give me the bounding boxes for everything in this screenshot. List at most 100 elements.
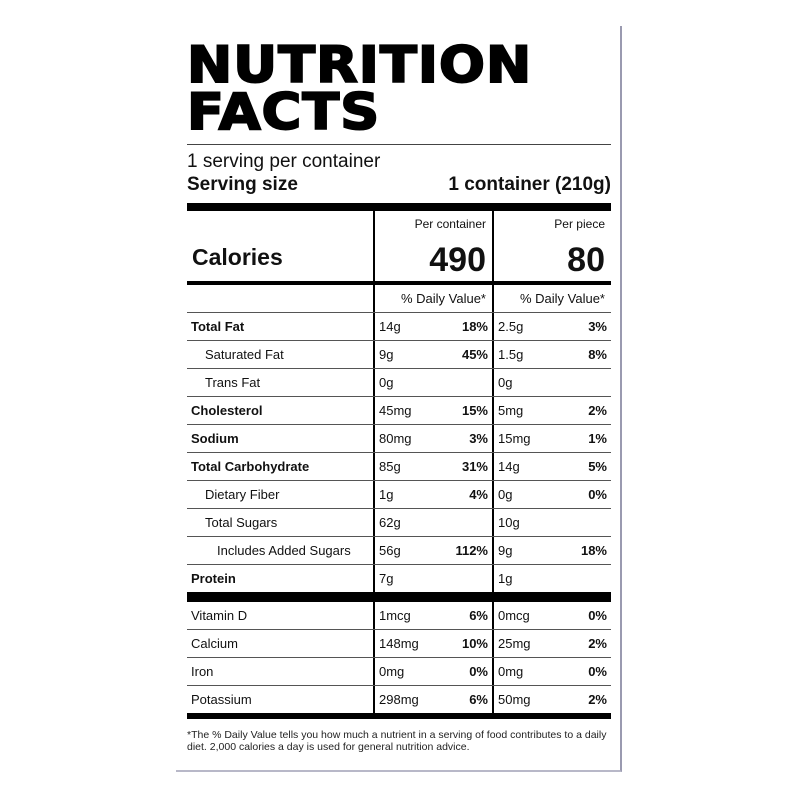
footnote: *The % Daily Value tells you how much a … [187, 729, 607, 753]
title: NUTRITION FACTS [186, 36, 645, 141]
nutrient-name: Trans Fat [205, 375, 261, 390]
serving-size-value: 1 container (210g) [448, 174, 611, 195]
dv-per-container: 18% [461, 319, 488, 334]
dv-per-piece: 8% [588, 347, 607, 362]
dv-per-piece: 2% [588, 403, 607, 418]
amount-per-piece: 10g [498, 515, 520, 530]
amount-per-piece: 5mg [498, 403, 524, 418]
amount-per-container: 14g [379, 319, 401, 334]
dv-per-piece: 0% [588, 487, 607, 502]
nutrient-row: Cholesterol 45mg 15% 5mg 2% [187, 397, 611, 425]
amount-per-container: 80mg [379, 431, 412, 446]
nutrient-row: Calcium 148mg 10% 25mg 2% [187, 630, 611, 658]
nutrient-name: Total Sugars [205, 515, 278, 530]
serving-size-label: Serving size [187, 174, 298, 195]
amount-per-container: 56g [379, 543, 401, 558]
dv-per-container: 4% [469, 487, 488, 502]
nutrient-row: Potassium 298mg 6% 50mg 2% [187, 686, 611, 713]
per-container-header: Per container [414, 217, 486, 231]
per-container-column: Per container 490 [373, 211, 492, 281]
nutrient-name: Total Carbohydrate [191, 459, 310, 474]
nutrient-row: Total Fat 14g 18% 2.5g 3% [187, 313, 611, 341]
nutrient-row: Total Carbohydrate 85g 31% 14g 5% [187, 453, 611, 481]
nutrient-row: Iron 0mg 0% 0mg 0% [187, 658, 611, 686]
thick-divider [187, 592, 611, 602]
nutrient-row: Dietary Fiber 1g 4% 0g 0% [187, 481, 611, 509]
nutrition-label: NUTRITION FACTS 1 serving per container … [176, 26, 622, 772]
dv-per-piece: 1% [588, 431, 607, 446]
title-line-2: FACTS [186, 83, 381, 141]
nutrient-name: Saturated Fat [205, 347, 284, 362]
thick-divider [187, 203, 611, 211]
dv-per-piece: 2% [588, 636, 607, 651]
amount-per-container: 148mg [379, 636, 419, 651]
dv-per-container: 6% [469, 692, 488, 707]
amount-per-piece: 14g [498, 459, 520, 474]
amount-per-container: 62g [379, 515, 401, 530]
nutrient-name: Iron [191, 664, 214, 679]
nutrient-row: Vitamin D 1mcg 6% 0mcg 0% [187, 602, 611, 630]
divider [187, 144, 611, 145]
nutrient-row: Sodium 80mg 3% 15mg 1% [187, 425, 611, 453]
amount-per-piece: 25mg [498, 636, 531, 651]
dv-per-piece: 2% [588, 692, 607, 707]
amount-per-piece: 0g [498, 375, 513, 390]
amount-per-piece: 9g [498, 543, 513, 558]
nutrient-row: Trans Fat 0g 0g [187, 369, 611, 397]
nutrient-name: Vitamin D [191, 608, 248, 623]
dv-per-piece: 18% [580, 543, 607, 558]
amount-per-container: 0g [379, 375, 394, 390]
amount-per-container: 1mcg [379, 608, 411, 623]
dv-per-piece: 3% [588, 319, 607, 334]
amount-per-container: 0mg [379, 664, 405, 679]
amount-per-container: 7g [379, 571, 394, 586]
calories-per-container: 490 [429, 241, 486, 279]
amount-per-container: 9g [379, 347, 394, 362]
nutrient-name: Calcium [191, 636, 238, 651]
amount-per-container: 85g [379, 459, 401, 474]
nutrient-name: Cholesterol [191, 403, 263, 418]
amount-per-piece: 0g [498, 487, 513, 502]
nutrient-table: Total Fat 14g 18% 2.5g 3% Saturated Fat 9g 45% 1… [187, 313, 611, 592]
dv-per-piece: 5% [588, 459, 607, 474]
nutrient-name: Sodium [191, 431, 239, 446]
calories-row: Calories Per container 490 Per piece 80 [187, 211, 611, 285]
calories-per-piece: 80 [567, 241, 605, 279]
dv-per-piece: 0% [588, 608, 607, 623]
amount-per-piece: 50mg [498, 692, 531, 707]
dv-per-container: 31% [461, 459, 488, 474]
per-piece-header: Per piece [554, 217, 605, 231]
dv-header: % Daily Value* [519, 291, 605, 306]
nutrient-name: Potassium [191, 692, 252, 707]
vitamin-table: Vitamin D 1mcg 6% 0mcg 0% Calcium 148mg 10% 25mg… [187, 602, 611, 713]
serving-size: Serving size 1 container (210g) [187, 173, 611, 197]
amount-per-container: 298mg [379, 692, 419, 707]
dv-per-container: 45% [461, 347, 488, 362]
nutrient-name: Dietary Fiber [205, 487, 280, 502]
amount-per-piece: 1.5g [498, 347, 524, 362]
dv-header: % Daily Value* [400, 291, 486, 306]
daily-value-header-row: % Daily Value* % Daily Value* [187, 285, 611, 313]
nutrient-name: Total Fat [191, 319, 245, 334]
dv-per-piece: 0% [588, 664, 607, 679]
amount-per-piece: 0mg [498, 664, 524, 679]
dv-per-container: 0% [469, 664, 488, 679]
calories-label: Calories [192, 244, 283, 270]
amount-per-piece: 15mg [498, 431, 531, 446]
dv-per-container: 10% [461, 636, 488, 651]
amount-per-piece: 0mcg [498, 608, 530, 623]
dv-per-container: 112% [455, 543, 488, 558]
amount-per-container: 1g [379, 487, 394, 502]
nutrient-name: Protein [191, 571, 236, 586]
nutrient-row: Includes Added Sugars 56g 112% 9g 18% [187, 537, 611, 565]
dv-per-container: 3% [469, 431, 488, 446]
nutrient-row: Protein 7g 1g [187, 565, 611, 592]
nutrient-row: Total Sugars 62g 10g [187, 509, 611, 537]
amount-per-container: 45mg [379, 403, 412, 418]
nutrient-name: Includes Added Sugars [217, 543, 351, 558]
dv-per-container: 15% [461, 403, 488, 418]
dv-per-container: 6% [469, 608, 488, 623]
title-line-1: NUTRITION [186, 36, 533, 94]
per-piece-column: Per piece 80 [492, 211, 611, 281]
amount-per-piece: 2.5g [498, 319, 524, 334]
